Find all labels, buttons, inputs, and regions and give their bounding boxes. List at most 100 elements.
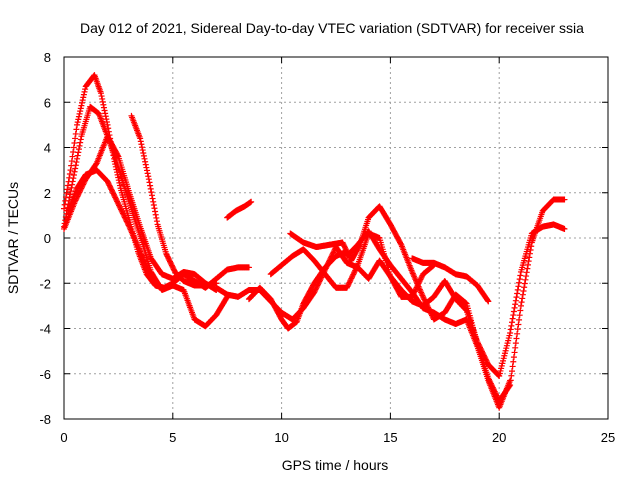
data-point: [513, 335, 520, 342]
data-point: [525, 261, 531, 268]
y-tick-label: -2: [39, 276, 51, 291]
data-point: [71, 139, 78, 146]
data-point: [80, 94, 87, 101]
data-point: [75, 146, 82, 153]
y-tick-label: -8: [39, 412, 51, 427]
series-track-j: [287, 196, 568, 404]
data-point: [516, 276, 523, 283]
data-point: [352, 266, 359, 273]
data-point: [70, 175, 77, 182]
data-point: [63, 190, 70, 197]
data-point: [509, 363, 516, 370]
data-point: [66, 170, 73, 177]
data-point: [348, 275, 355, 282]
y-tick-label: -6: [39, 367, 51, 382]
data-point: [141, 155, 148, 162]
data-point: [72, 165, 79, 172]
data-point: [75, 113, 82, 120]
data-point: [112, 194, 119, 201]
data-point: [528, 243, 535, 250]
data-point: [125, 222, 132, 229]
data-point: [518, 299, 525, 306]
data-point: [70, 144, 77, 151]
data-point: [508, 372, 515, 379]
data-point: [150, 198, 157, 205]
data-point: [144, 170, 151, 177]
data-point: [508, 322, 515, 329]
data-point: [561, 196, 568, 203]
data-point: [114, 152, 121, 159]
data-point: [422, 299, 429, 306]
data-point: [76, 110, 83, 117]
data-point: [146, 179, 153, 186]
data-point: [485, 298, 492, 305]
data-point: [346, 279, 353, 286]
data-point: [143, 164, 150, 171]
data-point: [349, 272, 356, 279]
data-point: [110, 191, 117, 198]
data-point: [513, 294, 520, 301]
data-point: [104, 178, 111, 185]
data-point: [484, 297, 491, 304]
data-point: [111, 193, 118, 200]
data-point: [509, 319, 515, 326]
data-point: [151, 205, 158, 212]
data-point: [142, 158, 149, 165]
data-point: [421, 297, 428, 304]
data-point: [119, 210, 126, 217]
data-point: [516, 312, 523, 319]
data-point: [125, 221, 131, 228]
data-point: [77, 136, 84, 143]
data-point: [116, 203, 123, 210]
data-point: [67, 167, 74, 174]
data-point: [353, 264, 360, 271]
data-point: [77, 105, 84, 112]
data-point: [68, 184, 75, 191]
chart-title: Day 012 of 2021, Sidereal Day-to-day VTE…: [80, 20, 584, 36]
data-point: [521, 280, 528, 287]
data-point: [349, 274, 355, 281]
data-point: [72, 135, 79, 142]
data-point: [347, 278, 354, 285]
data-point: [149, 195, 156, 202]
data-point: [350, 271, 357, 278]
data-point: [516, 316, 523, 323]
data-point: [520, 287, 527, 294]
data-point: [509, 315, 516, 322]
data-point: [105, 181, 112, 188]
data-point: [347, 276, 354, 283]
data-point: [115, 201, 122, 208]
data-point: [143, 167, 150, 174]
data-point: [350, 270, 357, 277]
data-point: [523, 269, 530, 276]
data-point: [79, 97, 86, 104]
data-point: [120, 211, 127, 218]
data-point: [420, 293, 427, 300]
data-point: [514, 326, 521, 333]
series-track-e: [128, 112, 220, 289]
data-point: [150, 202, 157, 209]
data-point: [70, 171, 77, 178]
data-point: [519, 295, 526, 302]
data-point: [148, 189, 155, 196]
data-point: [561, 225, 568, 232]
data-point: [345, 282, 352, 289]
data-point: [516, 279, 523, 286]
data-point: [61, 205, 67, 212]
data-point: [512, 340, 519, 347]
data-point: [343, 284, 350, 291]
data-point: [510, 354, 517, 361]
data-point: [117, 205, 124, 212]
data-point: [75, 116, 82, 123]
y-tick-label: 6: [44, 95, 51, 110]
data-point: [345, 280, 352, 287]
data-point: [123, 217, 130, 224]
data-point: [72, 162, 79, 169]
data-point: [80, 91, 87, 98]
data-point: [329, 250, 336, 257]
data-point: [510, 308, 517, 315]
data-point: [110, 190, 117, 197]
series-track-k: [343, 228, 514, 411]
data-point: [521, 284, 528, 291]
series-track-l: [409, 255, 492, 305]
